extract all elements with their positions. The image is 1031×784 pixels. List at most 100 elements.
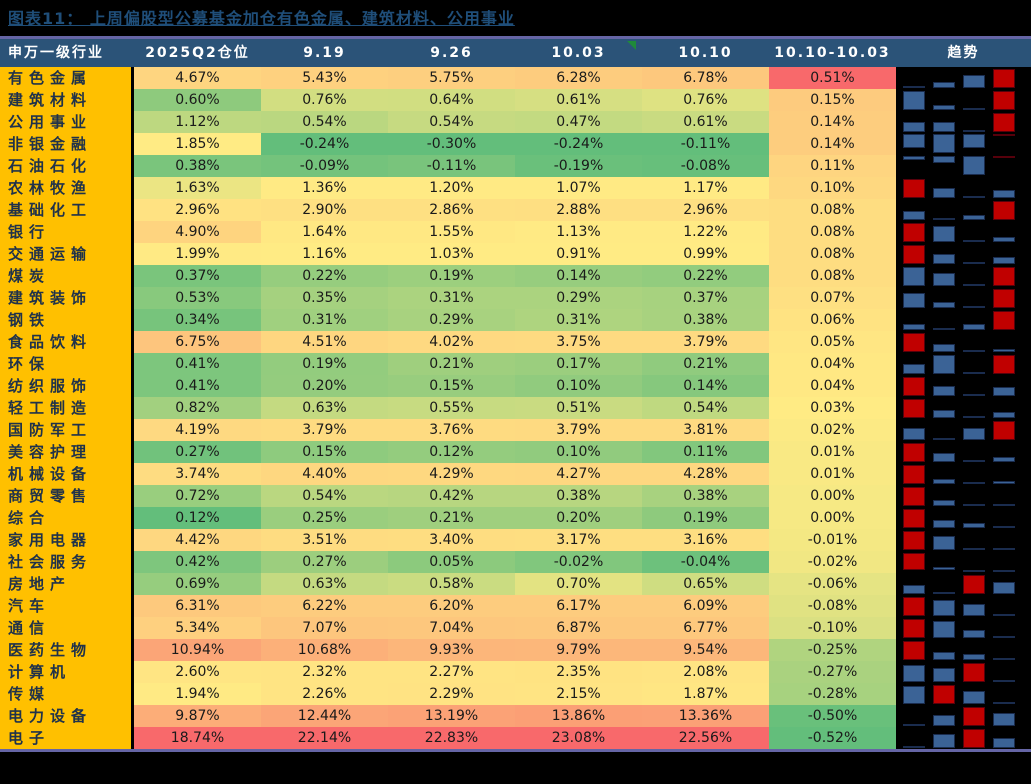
value-cell[interactable]: -0.11% <box>642 133 769 155</box>
value-cell[interactable]: 2.27% <box>388 661 515 683</box>
value-cell[interactable]: 0.00% <box>769 507 896 529</box>
value-cell[interactable]: 0.53% <box>134 287 261 309</box>
value-cell[interactable]: 0.64% <box>388 89 515 111</box>
industry-label-cell[interactable]: 建筑材料 <box>0 89 134 111</box>
industry-label-cell[interactable]: 通信 <box>0 617 134 639</box>
column-header-3[interactable]: 9.19 <box>303 45 346 61</box>
value-cell[interactable]: 0.51% <box>515 397 642 419</box>
value-cell[interactable]: 4.51% <box>261 331 388 353</box>
value-cell[interactable]: 0.15% <box>769 89 896 111</box>
value-cell[interactable]: 0.22% <box>642 265 769 287</box>
value-cell[interactable]: 0.38% <box>134 155 261 177</box>
value-cell[interactable]: 6.09% <box>642 595 769 617</box>
trend-sparkline-cell[interactable] <box>896 441 1031 463</box>
value-cell[interactable]: -0.11% <box>388 155 515 177</box>
value-cell[interactable]: 0.07% <box>769 287 896 309</box>
value-cell[interactable]: 9.79% <box>515 639 642 661</box>
column-header-8[interactable]: 趋势 <box>947 45 980 61</box>
value-cell[interactable]: 18.74% <box>134 727 261 749</box>
industry-label-cell[interactable]: 综合 <box>0 507 134 529</box>
value-cell[interactable]: 0.08% <box>769 265 896 287</box>
value-cell[interactable]: 0.31% <box>515 309 642 331</box>
industry-label-cell[interactable]: 商贸零售 <box>0 485 134 507</box>
value-cell[interactable]: 0.55% <box>388 397 515 419</box>
industry-label-cell[interactable]: 建筑装饰 <box>0 287 134 309</box>
trend-sparkline-cell[interactable] <box>896 331 1031 353</box>
value-cell[interactable]: 0.12% <box>388 441 515 463</box>
value-cell[interactable]: 0.38% <box>642 485 769 507</box>
value-cell[interactable]: 0.22% <box>261 265 388 287</box>
value-cell[interactable]: -0.06% <box>769 573 896 595</box>
value-cell[interactable]: 0.65% <box>642 573 769 595</box>
column-header-2[interactable]: 2025Q2仓位 <box>145 45 250 61</box>
value-cell[interactable]: 0.54% <box>642 397 769 419</box>
trend-sparkline-cell[interactable] <box>896 529 1031 551</box>
industry-label-cell[interactable]: 非银金融 <box>0 133 134 155</box>
industry-label-cell[interactable]: 银行 <box>0 221 134 243</box>
value-cell[interactable]: 1.99% <box>134 243 261 265</box>
value-cell[interactable]: 3.75% <box>515 331 642 353</box>
value-cell[interactable]: 2.88% <box>515 199 642 221</box>
value-cell[interactable]: 2.86% <box>388 199 515 221</box>
value-cell[interactable]: -0.50% <box>769 705 896 727</box>
trend-sparkline-cell[interactable] <box>896 89 1031 111</box>
value-cell[interactable]: 1.12% <box>134 111 261 133</box>
value-cell[interactable]: 0.63% <box>261 573 388 595</box>
value-cell[interactable]: 3.17% <box>515 529 642 551</box>
value-cell[interactable]: 0.10% <box>515 375 642 397</box>
column-header-6[interactable]: 10.10 <box>678 45 733 61</box>
column-header-1[interactable]: 申万一级行业 <box>8 45 104 61</box>
value-cell[interactable]: -0.28% <box>769 683 896 705</box>
trend-sparkline-cell[interactable] <box>896 485 1031 507</box>
value-cell[interactable]: 2.96% <box>642 199 769 221</box>
value-cell[interactable]: 0.54% <box>261 111 388 133</box>
value-cell[interactable]: 0.02% <box>769 419 896 441</box>
value-cell[interactable]: 10.68% <box>261 639 388 661</box>
value-cell[interactable]: 23.08% <box>515 727 642 749</box>
industry-label-cell[interactable]: 煤炭 <box>0 265 134 287</box>
trend-sparkline-cell[interactable] <box>896 155 1031 177</box>
value-cell[interactable]: 0.72% <box>134 485 261 507</box>
trend-sparkline-cell[interactable] <box>896 683 1031 705</box>
value-cell[interactable]: 3.81% <box>642 419 769 441</box>
value-cell[interactable]: 0.61% <box>515 89 642 111</box>
value-cell[interactable]: 0.91% <box>515 243 642 265</box>
value-cell[interactable]: -0.52% <box>769 727 896 749</box>
value-cell[interactable]: 0.25% <box>261 507 388 529</box>
value-cell[interactable]: 0.76% <box>642 89 769 111</box>
value-cell[interactable]: 1.07% <box>515 177 642 199</box>
value-cell[interactable]: 3.79% <box>515 419 642 441</box>
trend-sparkline-cell[interactable] <box>896 463 1031 485</box>
value-cell[interactable]: 0.15% <box>388 375 515 397</box>
value-cell[interactable]: 1.20% <box>388 177 515 199</box>
trend-sparkline-cell[interactable] <box>896 639 1031 661</box>
industry-label-cell[interactable]: 国防军工 <box>0 419 134 441</box>
value-cell[interactable]: 0.17% <box>515 353 642 375</box>
trend-sparkline-cell[interactable] <box>896 309 1031 331</box>
value-cell[interactable]: 1.22% <box>642 221 769 243</box>
value-cell[interactable]: 10.94% <box>134 639 261 661</box>
value-cell[interactable]: 9.93% <box>388 639 515 661</box>
value-cell[interactable]: 0.14% <box>769 111 896 133</box>
value-cell[interactable]: 0.11% <box>642 441 769 463</box>
value-cell[interactable]: -0.02% <box>769 551 896 573</box>
value-cell[interactable]: 0.06% <box>769 309 896 331</box>
value-cell[interactable]: 9.54% <box>642 639 769 661</box>
value-cell[interactable]: 1.16% <box>261 243 388 265</box>
value-cell[interactable]: 0.20% <box>515 507 642 529</box>
value-cell[interactable]: 6.17% <box>515 595 642 617</box>
value-cell[interactable]: -0.24% <box>515 133 642 155</box>
value-cell[interactable]: 4.28% <box>642 463 769 485</box>
industry-label-cell[interactable]: 纺织服饰 <box>0 375 134 397</box>
value-cell[interactable]: 1.63% <box>134 177 261 199</box>
trend-sparkline-cell[interactable] <box>896 353 1031 375</box>
value-cell[interactable]: 0.60% <box>134 89 261 111</box>
value-cell[interactable]: 0.42% <box>134 551 261 573</box>
value-cell[interactable]: 0.27% <box>134 441 261 463</box>
value-cell[interactable]: 3.51% <box>261 529 388 551</box>
trend-sparkline-cell[interactable] <box>896 265 1031 287</box>
value-cell[interactable]: 0.42% <box>388 485 515 507</box>
value-cell[interactable]: 7.07% <box>261 617 388 639</box>
value-cell[interactable]: 6.22% <box>261 595 388 617</box>
value-cell[interactable]: 0.31% <box>388 287 515 309</box>
